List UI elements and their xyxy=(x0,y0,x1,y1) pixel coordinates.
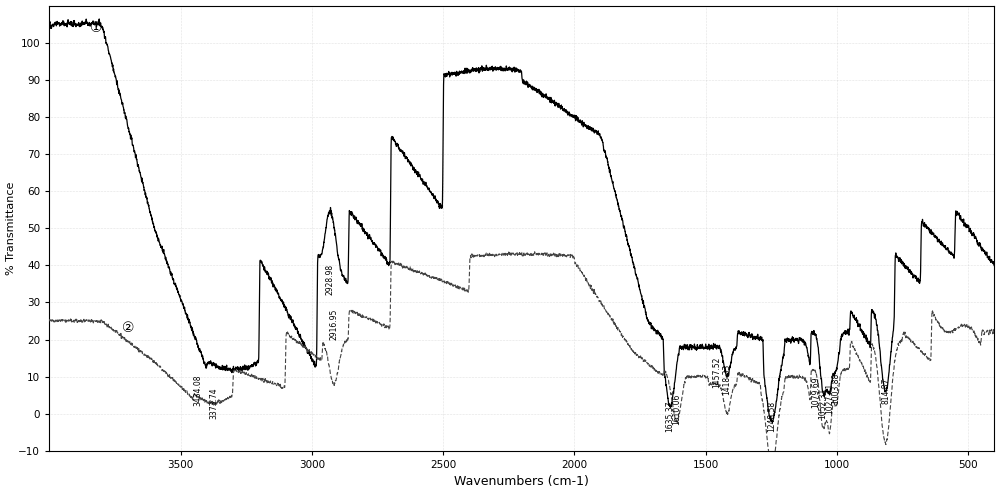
Text: 2916.95: 2916.95 xyxy=(329,308,338,339)
Text: 3434.08: 3434.08 xyxy=(193,375,202,407)
Text: 1248.58: 1248.58 xyxy=(767,401,776,432)
Y-axis label: % Transmittance: % Transmittance xyxy=(6,181,16,275)
Text: 1027.41: 1027.41 xyxy=(825,382,834,414)
Text: 1610.06: 1610.06 xyxy=(672,394,681,425)
Text: ②: ② xyxy=(122,322,134,335)
Text: 1003.88: 1003.88 xyxy=(831,373,840,405)
Text: 1457.52: 1457.52 xyxy=(712,356,721,388)
X-axis label: Wavenumbers (cm-1): Wavenumbers (cm-1) xyxy=(454,475,589,489)
Text: 3373.74: 3373.74 xyxy=(209,388,218,419)
Text: 814.87: 814.87 xyxy=(881,378,890,405)
Text: 2928.98: 2928.98 xyxy=(326,264,335,295)
Text: 1079.69: 1079.69 xyxy=(811,377,820,408)
Text: 1418.33: 1418.33 xyxy=(723,364,732,395)
Text: 1635.37: 1635.37 xyxy=(666,401,675,432)
Text: 1052.31: 1052.31 xyxy=(819,388,828,419)
Text: ①: ① xyxy=(90,21,103,35)
